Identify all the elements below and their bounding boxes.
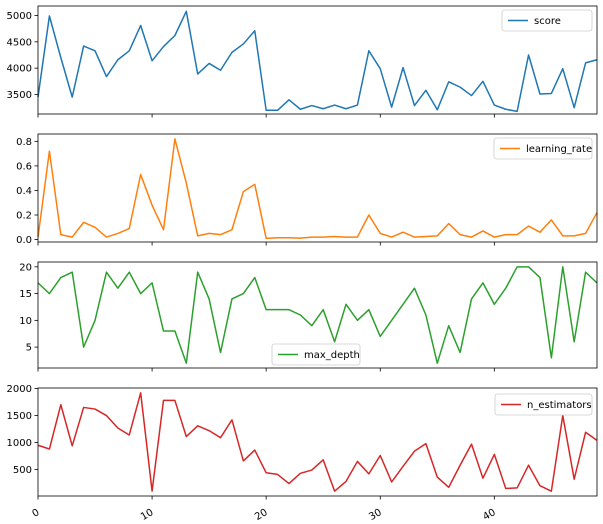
axes-frame (37, 261, 598, 369)
legend-box (501, 9, 593, 32)
y-tick-label: 0.4 (16, 186, 32, 197)
legend: score (501, 9, 593, 32)
y-tick-label: 0.2 (16, 211, 32, 222)
y-tick-label: 1500 (7, 411, 32, 422)
legend-label: learning_rate (526, 144, 592, 155)
y-tick-label: 15 (19, 289, 32, 300)
series-line-score (37, 10, 598, 113)
y-tick-label: 0.8 (16, 137, 32, 148)
x-tick-label: 10 (139, 507, 156, 523)
y-tick-label: 500 (13, 465, 32, 476)
y-tick-label: 10 (19, 316, 32, 327)
panel-4: 500 1000 1500 2000 0 10 20 30 40 n_estimators (7, 384, 598, 523)
y-tick-label: 2000 (7, 384, 32, 395)
legend-box (493, 137, 593, 160)
panel-3: 5 10 15 20 max_depth (19, 261, 598, 372)
legend-label: score (534, 16, 561, 27)
x-tick-label: 40 (481, 507, 498, 523)
panel-2: 0.0 0.2 0.4 0.6 0.8 learning_rate (16, 133, 598, 246)
legend: n_estimators (494, 393, 593, 416)
legend-box (494, 393, 593, 416)
axes-frame (37, 387, 598, 497)
y-tick-label: 1000 (7, 438, 32, 449)
legend: max_depth (271, 343, 361, 366)
x-tick-label: 20 (253, 507, 270, 523)
y-tick-label: 3500 (7, 90, 32, 101)
y-tick-label: 4000 (7, 64, 32, 75)
legend-label: max_depth (304, 350, 360, 361)
axes-frame (37, 133, 598, 243)
legend: learning_rate (493, 137, 593, 160)
y-tick-label: 0.6 (16, 161, 32, 172)
series-line-learning_rate (37, 138, 598, 240)
y-tick-label: 0.0 (16, 235, 32, 246)
y-tick-label: 20 (19, 262, 32, 273)
y-tick-label: 4500 (7, 37, 32, 48)
axes-frame (37, 5, 598, 115)
x-tick-label: 30 (367, 507, 384, 523)
x-tick-label: 0 (30, 507, 41, 520)
legend-label: n_estimators (527, 400, 592, 411)
y-tick-label: 5000 (7, 11, 32, 22)
y-tick-label: 5 (26, 343, 32, 354)
legend-box (271, 343, 361, 366)
series-line-max_depth (37, 266, 598, 364)
panel-1: 3500 4000 4500 5000 score (7, 5, 598, 118)
series-line-n_estimators (37, 392, 598, 492)
